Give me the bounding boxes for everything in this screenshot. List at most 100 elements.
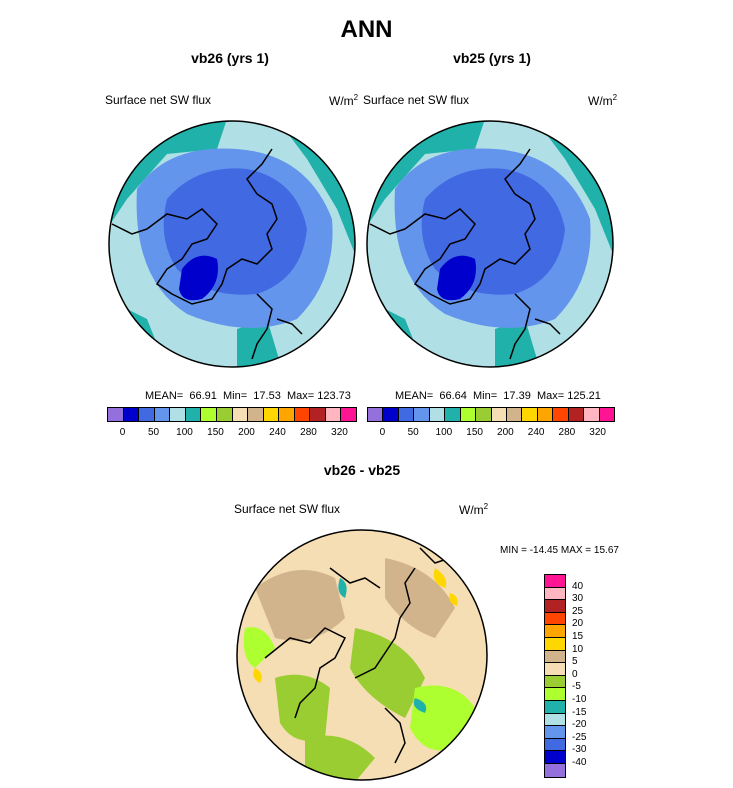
diff-colorbar-swatch [545,738,565,752]
colorbar-swatch [248,408,264,421]
diff-colorbar-swatch [545,751,565,764]
diff-colorbar-swatch [545,763,565,777]
diff-colorbar-swatch [545,688,565,701]
colorbar-swatch [553,408,569,421]
diff-colorbar-swatch [545,700,565,714]
diff-colorbar-tick-label: -25 [572,731,587,743]
right-stats: MEAN= 66.64 Min= 17.39 Max= 125.21 [395,390,601,402]
colorbar-swatch [310,408,326,421]
left-colorbar-ticks: 0 50 100 150 200 240 280 320 [107,427,355,441]
colorbar-swatch [154,408,171,421]
colorbar-tick-label: 0 [119,427,126,438]
colorbar-tick-label: 50 [407,427,419,438]
colorbar-tick-label: 320 [589,427,606,438]
diff-colorbar-swatch [545,713,565,727]
diff-units-label: W/m2 [459,502,489,517]
colorbar-swatch [201,408,217,421]
colorbar-swatch [170,408,186,421]
diff-minmax: MIN = -14.45 MAX = 15.67 [500,545,619,556]
diff-field-label: Surface net SW flux [234,502,341,516]
right-field-label: Surface net SW flux [363,93,470,107]
colorbar-swatch [185,408,202,421]
colorbar-tick-label: 240 [269,427,286,438]
diff-subtitle: vb26 - vb25 [323,462,401,478]
diff-colorbar [544,574,566,778]
colorbar-swatch [522,408,538,421]
diff-colorbar-tick-label: 20 [572,618,584,630]
left-field-label: Surface net SW flux [105,93,212,107]
colorbar-swatch [294,408,311,421]
diff-colorbar-tick-label: -20 [572,719,587,731]
colorbar-tick-label: 100 [176,427,193,438]
colorbar-swatch [383,408,399,421]
colorbar-swatch [506,408,523,421]
diff-colorbar-tick-label: 10 [572,643,584,655]
diff-colorbar-tick-label: 0 [572,668,578,680]
left-polar-map [108,120,356,368]
diff-colorbar-tick-label: -30 [572,744,587,756]
diff-colorbar-tick-label: -5 [572,681,581,693]
diff-colorbar-swatch [545,675,565,689]
right-colorbar-ticks: 0 50 100 150 200 240 280 320 [367,427,613,441]
colorbar-tick-label: 280 [558,427,576,438]
diff-colorbar-swatch [545,587,565,601]
colorbar-tick-label: 150 [207,427,224,438]
colorbar-swatch [460,408,477,421]
diff-colorbar-swatch [545,575,565,588]
colorbar-swatch [341,408,356,421]
diff-colorbar-tick-label: 15 [572,631,584,642]
colorbar-swatch [216,408,233,421]
colorbar-tick-label: 200 [497,427,514,438]
colorbar-swatch [108,408,124,421]
colorbar-swatch [414,408,430,421]
diff-colorbar-swatch [545,637,565,651]
diff-colorbar-tick-label: -40 [572,757,587,768]
colorbar-swatch [429,408,446,421]
diff-colorbar-tick-label: -15 [572,706,587,718]
diff-colorbar-swatch [545,726,565,739]
diff-colorbar-swatch [545,625,565,638]
diff-colorbar-swatch [545,663,565,676]
colorbar-swatch [325,408,342,421]
colorbar-swatch [568,408,585,421]
left-units-label: W/m2 [329,93,359,108]
colorbar-swatch [599,408,614,421]
diff-colorbar-tick-label: 25 [572,605,584,617]
colorbar-tick-label: 100 [435,427,453,438]
colorbar-tick-label: 240 [527,427,545,438]
diff-colorbar-swatch [545,600,565,613]
left-subtitle: vb26 (yrs 1) [191,50,269,66]
colorbar-tick-label: 150 [466,427,483,438]
colorbar-swatch [139,408,155,421]
right-colorbar [367,407,615,422]
colorbar-tick-label: 200 [238,427,255,438]
right-units-label: W/m2 [588,93,618,108]
diff-colorbar-tick-label: 40 [572,580,584,592]
diff-colorbar-tick-label: 30 [572,593,584,605]
colorbar-swatch [368,408,384,421]
colorbar-swatch [537,408,554,421]
colorbar-swatch [398,408,415,421]
colorbar-tick-label: 280 [300,427,317,438]
main-title: ANN [340,16,393,43]
right-subtitle: vb25 (yrs 1) [453,50,531,66]
colorbar-swatch [476,408,492,421]
colorbar-swatch [445,408,461,421]
colorbar-tick-label: 50 [147,427,160,438]
colorbar-swatch [123,408,140,421]
colorbar-tick-label: 320 [331,427,348,438]
colorbar-swatch [279,408,295,421]
right-polar-map [366,120,614,368]
left-stats: MEAN= 66.91 Min= 17.53 Max= 123.73 [145,390,351,402]
diff-colorbar-tick-label: -10 [572,694,587,705]
colorbar-swatch [263,408,280,421]
diff-polar-map [236,529,488,781]
colorbar-swatch [232,408,249,421]
diff-colorbar-tick-label: 5 [572,656,578,668]
colorbar-swatch [491,408,507,421]
left-colorbar [107,407,357,422]
diff-colorbar-swatch [545,612,565,626]
colorbar-swatch [584,408,600,421]
colorbar-tick-label: 0 [379,427,386,438]
diff-colorbar-swatch [545,650,565,664]
